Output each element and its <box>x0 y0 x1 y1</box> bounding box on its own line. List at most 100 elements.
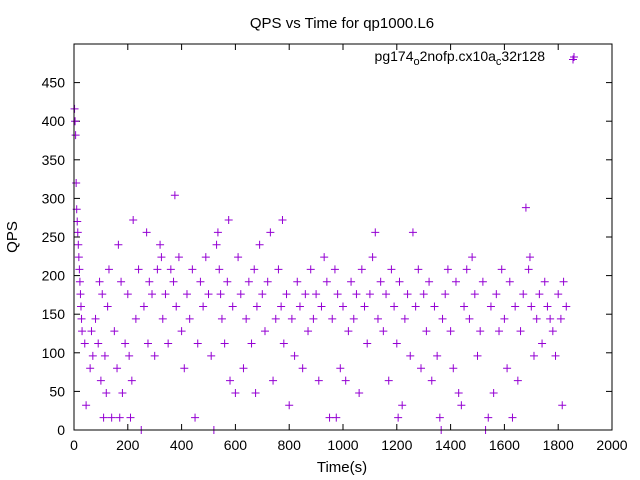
chart-title: QPS vs Time for qp1000.L6 <box>250 15 434 32</box>
data-point <box>406 351 415 360</box>
data-point <box>166 265 175 274</box>
data-point <box>142 228 151 237</box>
data-point <box>75 277 84 286</box>
y-tick-label: 100 <box>42 345 66 361</box>
x-tick-label: 1600 <box>489 437 520 453</box>
data-point <box>71 117 80 126</box>
legend-part-middle: 2nofp.cx10a <box>420 48 496 64</box>
data-point <box>497 265 506 274</box>
data-point <box>438 314 447 323</box>
data-point <box>234 253 243 262</box>
data-point <box>558 401 567 410</box>
data-point <box>117 277 126 286</box>
data-point <box>390 302 399 311</box>
data-point <box>174 253 183 262</box>
data-point <box>277 302 286 311</box>
data-point <box>551 351 560 360</box>
x-tick-label: 0 <box>70 437 78 453</box>
data-point <box>134 265 143 274</box>
data-point <box>269 376 278 385</box>
data-point <box>298 364 307 373</box>
y-tick-label: 200 <box>42 268 66 284</box>
data-point <box>196 277 205 286</box>
data-point <box>414 265 423 274</box>
data-point <box>148 290 157 299</box>
data-point <box>478 277 487 286</box>
data-point <box>252 302 261 311</box>
y-tick-label: 250 <box>42 229 66 245</box>
data-point <box>216 290 225 299</box>
legend-series-label: pg174o2nofp.cx10ac32r128 <box>375 48 546 68</box>
data-point <box>278 216 287 225</box>
data-point <box>360 302 369 311</box>
data-point <box>201 253 210 262</box>
data-point <box>559 277 568 286</box>
data-point <box>220 339 229 348</box>
legend-part-end: 32r128 <box>501 48 545 64</box>
data-point <box>73 228 82 237</box>
data-point <box>96 376 105 385</box>
data-point <box>527 302 536 311</box>
data-point <box>73 217 82 226</box>
data-point <box>395 277 404 286</box>
data-point <box>328 314 337 323</box>
data-point <box>417 364 426 373</box>
data-point <box>403 290 412 299</box>
data-point <box>258 290 267 299</box>
data-point <box>398 401 407 410</box>
data-point <box>102 388 111 397</box>
data-point <box>271 314 280 323</box>
data-point <box>387 265 396 274</box>
x-tick-label: 600 <box>224 437 248 453</box>
data-point <box>157 253 166 262</box>
data-point <box>260 327 269 336</box>
y-tick-label: 300 <box>42 190 66 206</box>
data-point <box>126 413 135 422</box>
data-point <box>451 277 460 286</box>
data-point <box>72 178 81 187</box>
data-point <box>285 401 294 410</box>
data-point <box>164 339 173 348</box>
data-point <box>287 314 296 323</box>
data-point <box>169 277 178 286</box>
data-point <box>263 277 272 286</box>
data-point <box>274 265 283 274</box>
data-point <box>170 191 179 200</box>
data-point <box>182 290 191 299</box>
data-point <box>224 216 233 225</box>
x-tick-label: 800 <box>278 437 302 453</box>
data-point <box>562 302 571 311</box>
data-point <box>71 131 80 140</box>
data-point <box>441 290 450 299</box>
data-point <box>191 413 200 422</box>
data-point <box>419 290 428 299</box>
legend-marker-plus <box>570 53 578 61</box>
data-point <box>290 351 299 360</box>
data-point <box>320 253 329 262</box>
data-point <box>266 228 275 237</box>
data-point <box>113 364 122 373</box>
data-point <box>347 277 356 286</box>
data-point <box>107 413 116 422</box>
data-point <box>177 327 186 336</box>
data-point <box>314 376 323 385</box>
data-point <box>255 240 264 249</box>
data-point <box>77 314 86 323</box>
data-point <box>462 265 471 274</box>
data-point <box>145 277 154 286</box>
data-point <box>400 314 409 323</box>
data-point <box>217 314 226 323</box>
data-point <box>228 302 237 311</box>
y-tick-label: 400 <box>42 113 66 129</box>
data-point <box>521 203 530 212</box>
data-point <box>470 290 479 299</box>
data-point <box>98 290 107 299</box>
x-tick-label: 1000 <box>327 437 358 453</box>
data-point <box>123 290 132 299</box>
data-point <box>489 388 498 397</box>
x-tick-label: 1400 <box>435 437 466 453</box>
data-point <box>330 265 339 274</box>
data-point <box>341 376 350 385</box>
data-point <box>524 265 533 274</box>
